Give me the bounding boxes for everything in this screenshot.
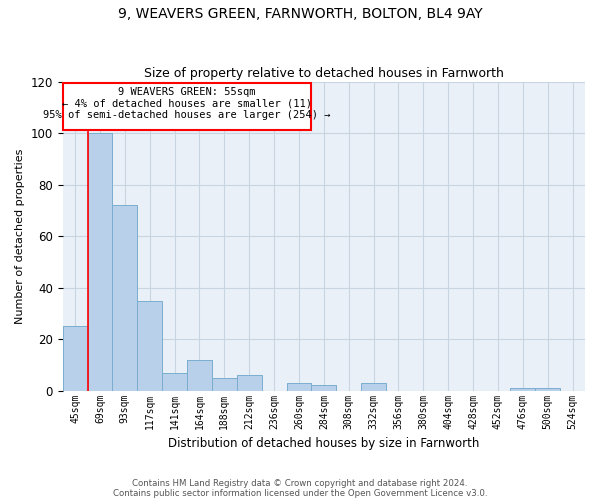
Text: Contains public sector information licensed under the Open Government Licence v3: Contains public sector information licen… [113, 488, 487, 498]
Bar [88, 134, 112, 390]
Text: ← 4% of detached houses are smaller (11): ← 4% of detached houses are smaller (11) [62, 99, 312, 109]
Bar [287, 383, 311, 390]
Y-axis label: Number of detached properties: Number of detached properties [15, 148, 25, 324]
Bar [511, 388, 535, 390]
Bar [212, 378, 237, 390]
Text: 95% of semi-detached houses are larger (254) →: 95% of semi-detached houses are larger (… [43, 110, 331, 120]
Bar [535, 388, 560, 390]
Bar [62, 326, 88, 390]
Text: Contains HM Land Registry data © Crown copyright and database right 2024.: Contains HM Land Registry data © Crown c… [132, 478, 468, 488]
X-axis label: Distribution of detached houses by size in Farnworth: Distribution of detached houses by size … [168, 437, 479, 450]
Bar [237, 375, 262, 390]
Bar [311, 386, 336, 390]
Title: Size of property relative to detached houses in Farnworth: Size of property relative to detached ho… [144, 66, 504, 80]
Bar [361, 383, 386, 390]
Text: 9, WEAVERS GREEN, FARNWORTH, BOLTON, BL4 9AY: 9, WEAVERS GREEN, FARNWORTH, BOLTON, BL4… [118, 8, 482, 22]
Text: 9 WEAVERS GREEN: 55sqm: 9 WEAVERS GREEN: 55sqm [118, 87, 256, 97]
Bar [162, 372, 187, 390]
Bar [63, 84, 311, 130]
Bar [137, 300, 162, 390]
Bar [187, 360, 212, 390]
Bar [112, 206, 137, 390]
